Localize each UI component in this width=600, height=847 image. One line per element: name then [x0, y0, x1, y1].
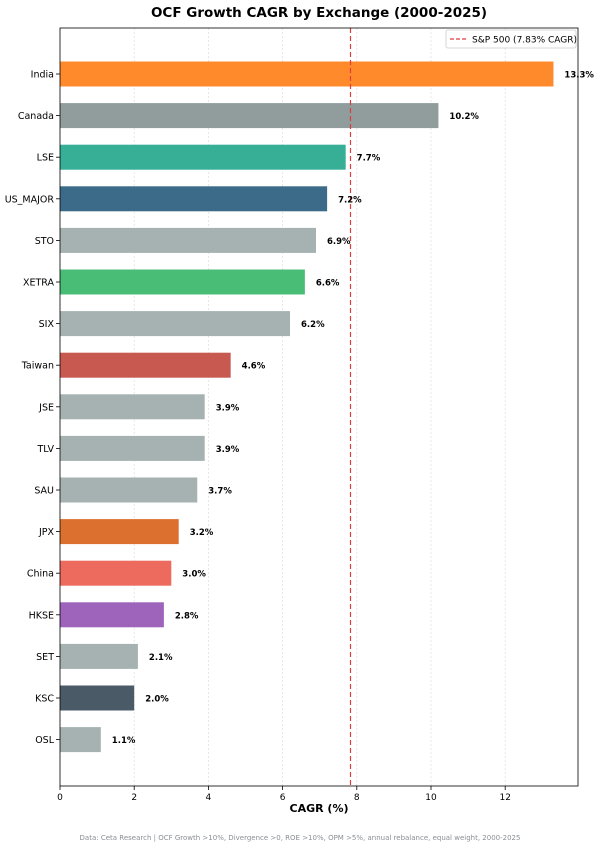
- bars: [60, 61, 554, 753]
- y-tick-label-2: LSE: [37, 153, 54, 164]
- value-label-10: 3.7%: [208, 487, 232, 497]
- x-tick-label-5: 10: [425, 793, 437, 803]
- y-axis-ticks: India Canada LSE US_MAJOR STO XETRA SIX Taiwan J…: [5, 70, 60, 746]
- legend-box: [445, 29, 577, 49]
- value-label-4: 6.9%: [327, 237, 351, 247]
- bar-china: [60, 560, 172, 586]
- value-label-12: 3.0%: [182, 570, 206, 580]
- value-label-8: 3.9%: [216, 403, 240, 413]
- value-label-2: 7.7%: [357, 154, 381, 164]
- bar-jse: [60, 394, 205, 420]
- value-label-11: 3.2%: [190, 528, 214, 538]
- value-labels: 13.3% 10.2% 7.7% 7.2% 6.9% 6.6% 6.2% 4.6% 3.9% 3.…: [112, 71, 595, 747]
- bar-sto: [60, 227, 316, 253]
- x-tick-label-6: 12: [499, 793, 510, 803]
- bar-xetra: [60, 269, 305, 295]
- chart-title: OCF Growth CAGR by Exchange (2000-2025): [151, 5, 487, 21]
- y-tick-label-12: China: [27, 569, 54, 580]
- bar-set: [60, 643, 138, 669]
- bar-us-major: [60, 186, 328, 212]
- bar-sau: [60, 477, 198, 503]
- value-label-7: 4.6%: [242, 362, 266, 372]
- x-axis-ticks: 0 2 4 6 8 10 12: [57, 786, 511, 803]
- y-tick-label-15: KSC: [35, 694, 54, 705]
- bar-lse: [60, 144, 346, 170]
- x-tick-label-3: 6: [280, 793, 286, 803]
- y-tick-label-14: SET: [36, 652, 54, 663]
- y-tick-label-6: SIX: [39, 319, 55, 330]
- bar-india: [60, 61, 554, 87]
- value-label-14: 2.1%: [149, 653, 173, 663]
- x-tick-label-0: 0: [57, 793, 63, 803]
- y-tick-label-10: SAU: [34, 486, 54, 497]
- value-label-1: 10.2%: [449, 112, 479, 122]
- y-tick-label-8: JSE: [38, 402, 54, 413]
- value-label-15: 2.0%: [145, 695, 169, 705]
- y-tick-label-7: Taiwan: [21, 361, 54, 372]
- footnote: Data: Ceta Research | OCF Growth >10%, D…: [80, 834, 521, 842]
- bar-six: [60, 311, 291, 337]
- y-tick-label-11: JPX: [38, 527, 55, 538]
- bar-tlv: [60, 435, 205, 461]
- value-label-13: 2.8%: [175, 611, 199, 621]
- value-label-6: 6.2%: [301, 320, 325, 330]
- y-tick-label-13: HKSE: [29, 610, 54, 621]
- y-tick-label-3: US_MAJOR: [5, 194, 55, 205]
- x-axis-label: CAGR (%): [290, 802, 349, 815]
- value-label-5: 6.6%: [316, 279, 340, 289]
- y-tick-label-0: India: [31, 70, 54, 81]
- value-label-16: 1.1%: [112, 736, 136, 746]
- bar-ksc: [60, 685, 135, 711]
- y-tick-label-16: OSL: [35, 735, 55, 746]
- y-tick-label-9: TLV: [36, 444, 54, 455]
- bar-jpx: [60, 519, 179, 545]
- value-label-9: 3.9%: [216, 445, 240, 455]
- bar-osl: [60, 727, 101, 753]
- bar-hkse: [60, 602, 164, 628]
- x-tick-label-1: 2: [131, 793, 137, 803]
- x-tick-label-2: 4: [206, 793, 212, 803]
- y-tick-label-1: Canada: [18, 111, 54, 122]
- legend-label: S&P 500 (7.83% CAGR): [472, 36, 577, 46]
- bar-taiwan: [60, 352, 231, 378]
- y-tick-label-5: XETRA: [23, 278, 55, 289]
- legend: S&P 500 (7.83% CAGR): [445, 29, 577, 49]
- x-tick-label-4: 8: [354, 793, 360, 803]
- value-label-0: 13.3%: [564, 71, 594, 81]
- value-label-3: 7.2%: [338, 195, 362, 205]
- y-tick-label-4: STO: [35, 236, 54, 247]
- bar-canada: [60, 103, 439, 129]
